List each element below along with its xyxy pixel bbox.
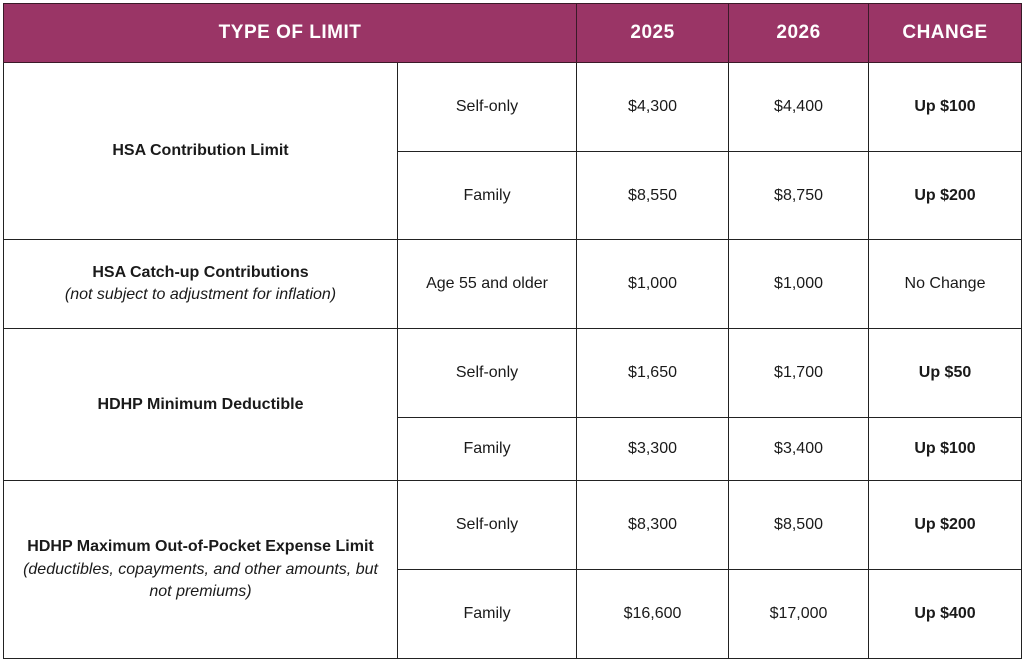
value-2026-cell: $1,000 bbox=[728, 239, 870, 330]
limit-type-cell: HDHP Minimum Deductible bbox=[3, 328, 398, 482]
change-cell: No Change bbox=[868, 239, 1023, 330]
header-row: TYPE OF LIMIT 2025 2026 CHANGE bbox=[2, 3, 1023, 63]
value-2025-cell: $8,300 bbox=[576, 480, 730, 571]
change-cell: Up $400 bbox=[868, 569, 1023, 659]
table-row: Family $8,550 $8,750 Up $200 bbox=[4, 150, 1023, 241]
coverage-cell: Self-only bbox=[396, 328, 578, 418]
limit-type-title: HDHP Minimum Deductible bbox=[97, 395, 304, 413]
value-2025-cell: $8,550 bbox=[576, 150, 730, 241]
table-row: HDHP Minimum Deductible Self-only $1,650… bbox=[3, 328, 1023, 482]
coverage-cell: Age 55 and older bbox=[396, 239, 578, 330]
coverage-cell: Self-only bbox=[396, 62, 578, 152]
limit-type-cell: HSA Catch-up Contributions (not subject … bbox=[3, 239, 398, 330]
table-row: HSA Catch-up Contributions (not subject … bbox=[3, 239, 1023, 330]
table-row: Family $16,600 $17,000 Up $400 bbox=[4, 569, 1023, 659]
value-2026-cell: $17,000 bbox=[728, 569, 870, 659]
change-cell: Up $200 bbox=[868, 150, 1023, 241]
coverage-cell: Family bbox=[396, 569, 578, 659]
table-row: HSA Contribution Limit Self-only $4,300 … bbox=[3, 61, 1023, 241]
value-2026-cell: $8,500 bbox=[728, 480, 870, 571]
table-row: HDHP Maximum Out-of-Pocket Expense Limit… bbox=[3, 480, 1023, 659]
change-cell: Up $100 bbox=[868, 416, 1023, 482]
limit-type-cell: HDHP Maximum Out-of-Pocket Expense Limit… bbox=[3, 480, 398, 659]
header-change: CHANGE bbox=[868, 3, 1023, 63]
coverage-cell: Family bbox=[396, 416, 578, 482]
value-2025-cell: $16,600 bbox=[576, 569, 730, 659]
change-cell: Up $100 bbox=[868, 62, 1023, 152]
value-2026-cell: $4,400 bbox=[728, 62, 870, 152]
coverage-cell: Self-only bbox=[396, 480, 578, 571]
limit-type-note: (deductibles, copayments, and other amou… bbox=[23, 560, 378, 600]
value-2026-cell: $3,400 bbox=[728, 416, 870, 482]
value-2026-cell: $8,750 bbox=[728, 150, 870, 241]
table-row: Family $3,300 $3,400 Up $100 bbox=[4, 416, 1023, 482]
coverage-cell: Family bbox=[396, 150, 578, 241]
header-2025: 2025 bbox=[576, 3, 730, 63]
limit-type-title: HDHP Maximum Out-of-Pocket Expense Limit bbox=[27, 538, 374, 556]
value-2025-cell: $3,300 bbox=[576, 416, 730, 482]
header-type-of-limit: TYPE OF LIMIT bbox=[2, 3, 578, 63]
limit-type-cell: HSA Contribution Limit bbox=[3, 61, 398, 241]
limit-type-title: HSA Catch-up Contributions bbox=[92, 263, 309, 281]
change-cell: Up $200 bbox=[868, 480, 1023, 571]
value-2025-cell: $1,650 bbox=[576, 328, 730, 418]
value-2025-cell: $1,000 bbox=[576, 239, 730, 330]
limit-type-note: (not subject to adjustment for inflation… bbox=[64, 286, 337, 304]
value-2025-cell: $4,300 bbox=[576, 62, 730, 152]
hsa-limits-table: TYPE OF LIMIT 2025 2026 CHANGE HSA Contr… bbox=[2, 3, 1023, 659]
value-2026-cell: $1,700 bbox=[728, 328, 870, 418]
change-cell: Up $50 bbox=[868, 328, 1023, 418]
header-2026: 2026 bbox=[728, 3, 870, 63]
limit-type-title: HSA Contribution Limit bbox=[112, 142, 289, 160]
